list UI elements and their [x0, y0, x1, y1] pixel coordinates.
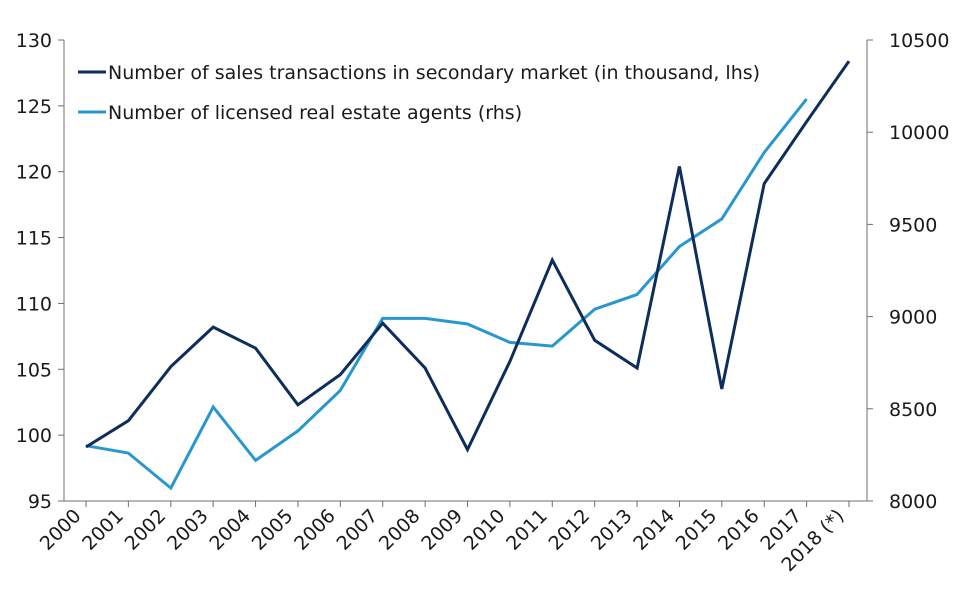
- x-tick-label: 2012: [544, 505, 594, 555]
- left-tick-label: 120: [16, 162, 52, 184]
- right-tick-label: 10500: [889, 30, 949, 52]
- right-tick-label: 8000: [889, 491, 937, 513]
- right-tick-label: 9000: [889, 307, 937, 329]
- chart-series: [85, 60, 851, 491]
- x-tick-label: 2009: [417, 505, 467, 555]
- x-axis-ticks: 2000200120022003200420052006200720082009…: [36, 501, 850, 576]
- left-tick-label: 125: [16, 96, 52, 118]
- series-line-transactions: [85, 60, 851, 453]
- right-tick-label: 8500: [889, 399, 937, 421]
- left-tick-label: 110: [16, 293, 52, 315]
- x-tick-label: 2015: [672, 505, 722, 555]
- left-tick-label: 115: [16, 228, 52, 250]
- left-tick-label: 105: [16, 359, 52, 381]
- x-tick-label: 2005: [248, 505, 298, 555]
- right-y-axis-ticks: 8000 8500 9000 9500 10000 10500: [867, 30, 949, 513]
- x-tick-label: 2001: [78, 505, 128, 555]
- left-tick-label: 130: [16, 30, 52, 52]
- legend-label-transactions: Number of sales transactions in secondar…: [108, 62, 760, 84]
- left-tick-label: 95: [28, 491, 52, 513]
- legend-item-agents: Number of licensed real estate agents (r…: [78, 102, 522, 124]
- x-tick-label: 2006: [290, 505, 340, 555]
- legend-item-transactions: Number of sales transactions in secondar…: [78, 62, 760, 84]
- legend-label-agents: Number of licensed real estate agents (r…: [108, 102, 522, 124]
- left-y-axis-ticks: 95 100 105 110 115 120 125 130: [16, 30, 64, 513]
- x-tick-label: 2002: [121, 505, 171, 555]
- right-tick-label: 10000: [889, 122, 949, 144]
- x-tick-label: 2016: [714, 505, 764, 555]
- x-tick-label: 2004: [205, 505, 255, 555]
- x-tick-label: 2011: [502, 505, 552, 555]
- x-tick-label: 2014: [629, 505, 679, 555]
- x-tick-label: 2007: [333, 505, 383, 555]
- chart-axes: [63, 40, 868, 502]
- series-line-agents: [85, 98, 808, 491]
- chart-legend: Number of sales transactions in secondar…: [78, 62, 760, 124]
- x-tick-label: 2003: [163, 505, 213, 555]
- x-tick-label: 2008: [375, 505, 425, 555]
- x-tick-label: 2010: [460, 505, 510, 555]
- left-tick-label: 100: [16, 425, 52, 447]
- right-tick-label: 9500: [889, 214, 937, 236]
- x-tick-label: 2013: [587, 505, 637, 555]
